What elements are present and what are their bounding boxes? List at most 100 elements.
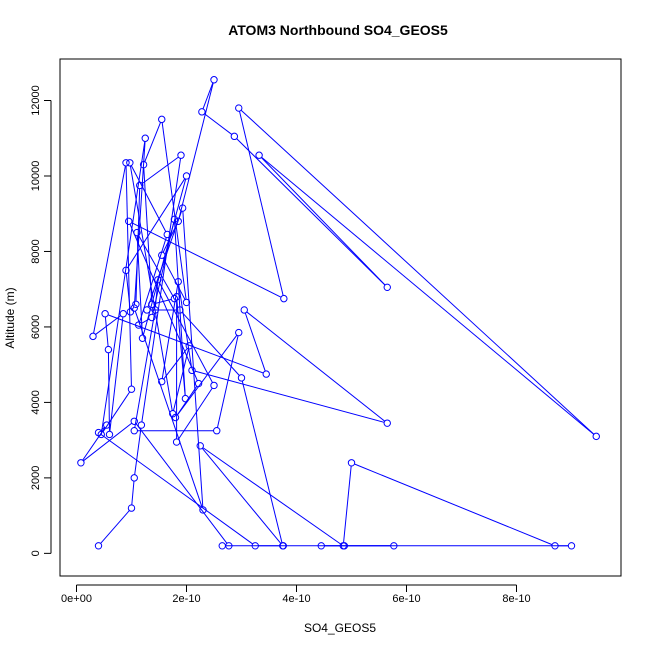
data-point bbox=[213, 427, 221, 435]
data-point bbox=[172, 293, 181, 301]
data-point bbox=[347, 459, 356, 467]
series-segment bbox=[107, 314, 264, 374]
series-segment bbox=[173, 348, 189, 411]
data-point bbox=[390, 542, 398, 550]
data-point bbox=[194, 379, 203, 388]
y-tick-label: 10000 bbox=[30, 161, 42, 192]
series-segment bbox=[129, 165, 173, 411]
data-point bbox=[169, 410, 177, 418]
data-point bbox=[182, 298, 191, 307]
data-point bbox=[163, 230, 171, 239]
series-segment bbox=[95, 315, 121, 335]
y-axis: 0 2000 4000 6000 8000 10000 12000 bbox=[30, 85, 52, 556]
data-point bbox=[230, 132, 239, 141]
data-point bbox=[136, 181, 144, 190]
data-point bbox=[237, 374, 246, 382]
data-point bbox=[240, 306, 248, 314]
series-segment bbox=[131, 481, 135, 505]
series-segment bbox=[343, 465, 352, 543]
y-tick-label: 6000 bbox=[30, 315, 42, 339]
series-segment bbox=[236, 138, 386, 286]
series-segment bbox=[216, 335, 239, 428]
data-point bbox=[132, 300, 140, 308]
data-point bbox=[551, 542, 559, 550]
data-point bbox=[210, 381, 218, 390]
chart-title: ATOM3 Northbound SO4_GEOS5 bbox=[228, 22, 448, 38]
series-segment bbox=[142, 156, 179, 184]
series-segment bbox=[162, 257, 186, 300]
series-segment bbox=[104, 316, 109, 347]
series-segment bbox=[246, 311, 386, 422]
x-tick-label: 6e-10 bbox=[392, 593, 420, 605]
data-point bbox=[119, 310, 127, 318]
plot-area-frame bbox=[59, 58, 622, 577]
data-point bbox=[94, 428, 103, 437]
series-segment bbox=[135, 423, 228, 544]
series-segment bbox=[202, 447, 341, 545]
series-segment bbox=[141, 158, 182, 422]
series-segment bbox=[241, 380, 283, 543]
x-axis: 0e+00 2e-10 4e-10 6e-10 8e-10 bbox=[61, 584, 531, 605]
series-segment bbox=[107, 352, 110, 432]
data-point bbox=[134, 321, 143, 329]
series-segment bbox=[261, 156, 595, 435]
data-point bbox=[340, 542, 349, 550]
data-point bbox=[130, 304, 138, 312]
data-point bbox=[148, 300, 156, 308]
data-point bbox=[139, 160, 148, 169]
data-point bbox=[279, 542, 287, 550]
series-segment bbox=[102, 391, 131, 433]
x-axis-title: SO4_GEOS5 bbox=[304, 621, 376, 635]
series-segment bbox=[201, 447, 282, 544]
y-tick-label: 0 bbox=[30, 550, 42, 556]
x-tick-label: 0e+00 bbox=[61, 593, 92, 605]
series-segment bbox=[100, 426, 105, 431]
series-segment bbox=[134, 310, 203, 508]
data-point bbox=[127, 385, 136, 393]
series-segment bbox=[100, 434, 253, 545]
y-tick-label: 12000 bbox=[30, 85, 42, 116]
series-segment bbox=[260, 157, 386, 286]
data-point bbox=[170, 294, 179, 303]
data-point bbox=[251, 542, 259, 550]
data-point bbox=[104, 345, 113, 354]
data-point bbox=[158, 115, 166, 124]
data-point bbox=[567, 542, 576, 550]
data-point bbox=[126, 159, 134, 167]
data-point bbox=[130, 474, 138, 482]
series-segment bbox=[144, 122, 162, 162]
data-point bbox=[225, 542, 233, 550]
x-tick-label: 2e-10 bbox=[172, 593, 200, 605]
data-point bbox=[126, 308, 135, 316]
data-point bbox=[154, 276, 162, 284]
data-point bbox=[182, 172, 191, 180]
series-segment bbox=[178, 82, 214, 219]
series-segment bbox=[181, 311, 240, 376]
data-point bbox=[383, 283, 391, 292]
data-point bbox=[177, 151, 185, 159]
series-segment bbox=[125, 165, 132, 387]
series-segment bbox=[134, 313, 156, 428]
series-segment bbox=[129, 224, 198, 381]
data-point bbox=[133, 228, 141, 237]
series-segment bbox=[109, 316, 124, 432]
series-segment bbox=[152, 222, 175, 315]
data-point bbox=[125, 217, 133, 225]
series-segment bbox=[93, 165, 126, 334]
data-point bbox=[218, 542, 226, 550]
data-point bbox=[181, 394, 190, 403]
data-point bbox=[174, 217, 182, 225]
data-point bbox=[130, 417, 138, 425]
data-point bbox=[122, 159, 130, 167]
data-point bbox=[158, 251, 166, 259]
series-segment bbox=[177, 387, 213, 440]
series-segment bbox=[163, 348, 188, 380]
y-tick-label: 2000 bbox=[30, 466, 42, 490]
series-segment bbox=[178, 284, 193, 368]
data-point bbox=[255, 151, 263, 159]
series-segment bbox=[143, 167, 153, 302]
series-segment bbox=[154, 282, 159, 307]
data-point bbox=[210, 76, 218, 84]
data-point bbox=[199, 506, 207, 514]
